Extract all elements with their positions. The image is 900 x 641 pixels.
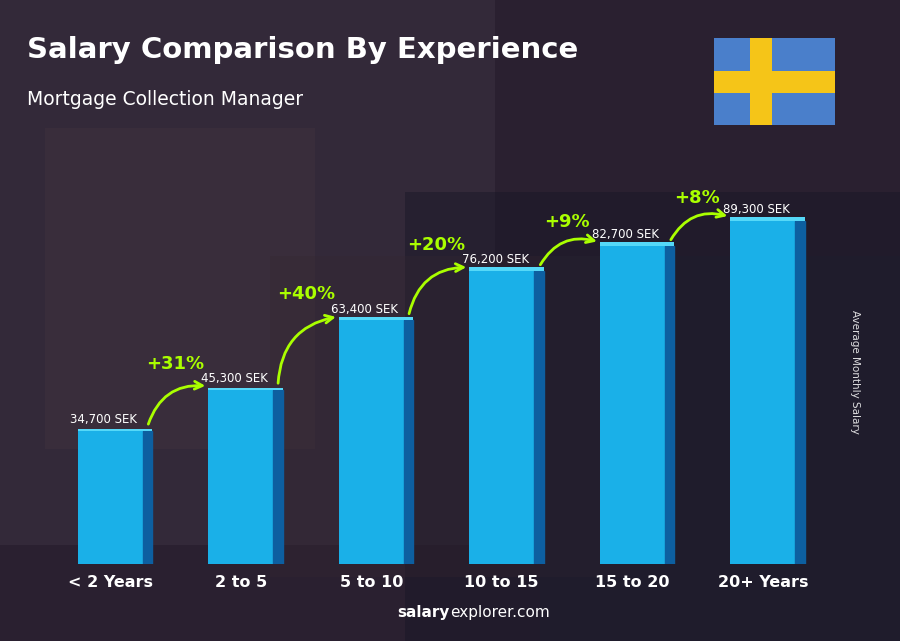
Bar: [338, 317, 413, 320]
Bar: [751, 38, 772, 125]
Bar: [469, 267, 544, 271]
Text: explorer.com: explorer.com: [450, 604, 550, 620]
Text: +20%: +20%: [408, 236, 465, 254]
Text: Salary Comparison By Experience: Salary Comparison By Experience: [27, 35, 578, 63]
Text: salary: salary: [398, 604, 450, 620]
Bar: [730, 221, 796, 564]
Bar: [730, 217, 805, 221]
Polygon shape: [143, 431, 152, 564]
Polygon shape: [665, 246, 674, 564]
Text: +9%: +9%: [544, 213, 590, 231]
Text: +31%: +31%: [147, 354, 204, 372]
Text: Mortgage Collection Manager: Mortgage Collection Manager: [27, 90, 303, 109]
Text: 76,200 SEK: 76,200 SEK: [462, 253, 529, 267]
Text: 82,700 SEK: 82,700 SEK: [592, 228, 659, 242]
Text: 34,700 SEK: 34,700 SEK: [70, 413, 137, 426]
Bar: [208, 388, 283, 390]
Polygon shape: [404, 320, 413, 564]
Text: 89,300 SEK: 89,300 SEK: [723, 203, 789, 216]
Text: +40%: +40%: [277, 285, 335, 303]
Polygon shape: [796, 221, 805, 564]
Text: 45,300 SEK: 45,300 SEK: [201, 372, 267, 385]
Polygon shape: [274, 390, 283, 564]
Bar: [208, 390, 274, 564]
Text: +8%: +8%: [675, 189, 720, 207]
Bar: [599, 246, 665, 564]
Polygon shape: [535, 271, 544, 564]
Bar: [77, 429, 152, 431]
Bar: [338, 320, 404, 564]
FancyBboxPatch shape: [710, 35, 839, 129]
Bar: [77, 431, 143, 564]
Bar: [599, 242, 674, 246]
Text: Average Monthly Salary: Average Monthly Salary: [850, 310, 860, 434]
Text: 63,400 SEK: 63,400 SEK: [331, 303, 398, 315]
Bar: [469, 271, 535, 564]
Bar: [714, 71, 835, 93]
